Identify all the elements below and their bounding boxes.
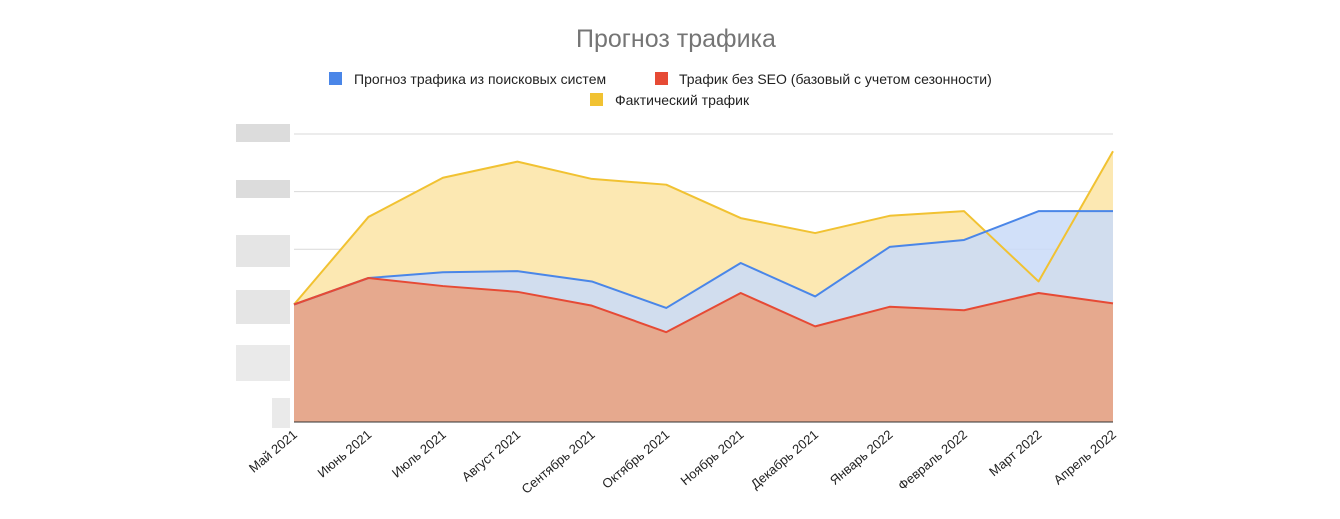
x-tick-label: Октябрь 2021 (599, 427, 672, 492)
x-tick-label: Декабрь 2021 (748, 427, 821, 492)
x-tick-label: Июль 2021 (389, 427, 449, 481)
x-tick-label: Сентябрь 2021 (519, 427, 598, 497)
x-tick-label: Январь 2022 (827, 427, 896, 488)
x-tick-label: Апрель 2022 (1051, 427, 1119, 488)
area-no-seo (294, 278, 1113, 422)
x-tick-label: Ноябрь 2021 (678, 427, 747, 488)
x-axis-tick-labels: Май 2021 Июнь 2021 Июль 2021 Август 2021Сен… (246, 427, 1119, 497)
x-tick-label: Июнь 2021 (315, 427, 375, 481)
legend-swatch-no-seo (655, 72, 668, 85)
legend-swatch-actual (590, 93, 603, 106)
legend: Прогноз трафика из поисковых систем Траф… (329, 71, 992, 108)
legend-label-no-seo: Трафик без SEO (базовый с учетом сезонно… (679, 71, 992, 87)
x-tick-label: Март 2022 (986, 427, 1044, 479)
legend-label-actual: Фактический трафик (615, 92, 750, 108)
x-tick-label: Август 2021 (459, 427, 524, 485)
series-line-no-seo (293, 277, 1114, 334)
x-tick-label: Февраль 2022 (895, 427, 970, 493)
y-axis-labels-obscured (236, 124, 290, 428)
series-line-actual (293, 150, 1114, 306)
series-line-search-forecast (293, 210, 1113, 309)
chart-title: Прогноз трафика (576, 25, 776, 53)
legend-swatch-search-forecast (329, 72, 342, 85)
series-lines (293, 150, 1114, 334)
x-tick-label: Май 2021 (246, 427, 300, 476)
legend-label-search-forecast: Прогноз трафика из поисковых систем (354, 71, 606, 87)
